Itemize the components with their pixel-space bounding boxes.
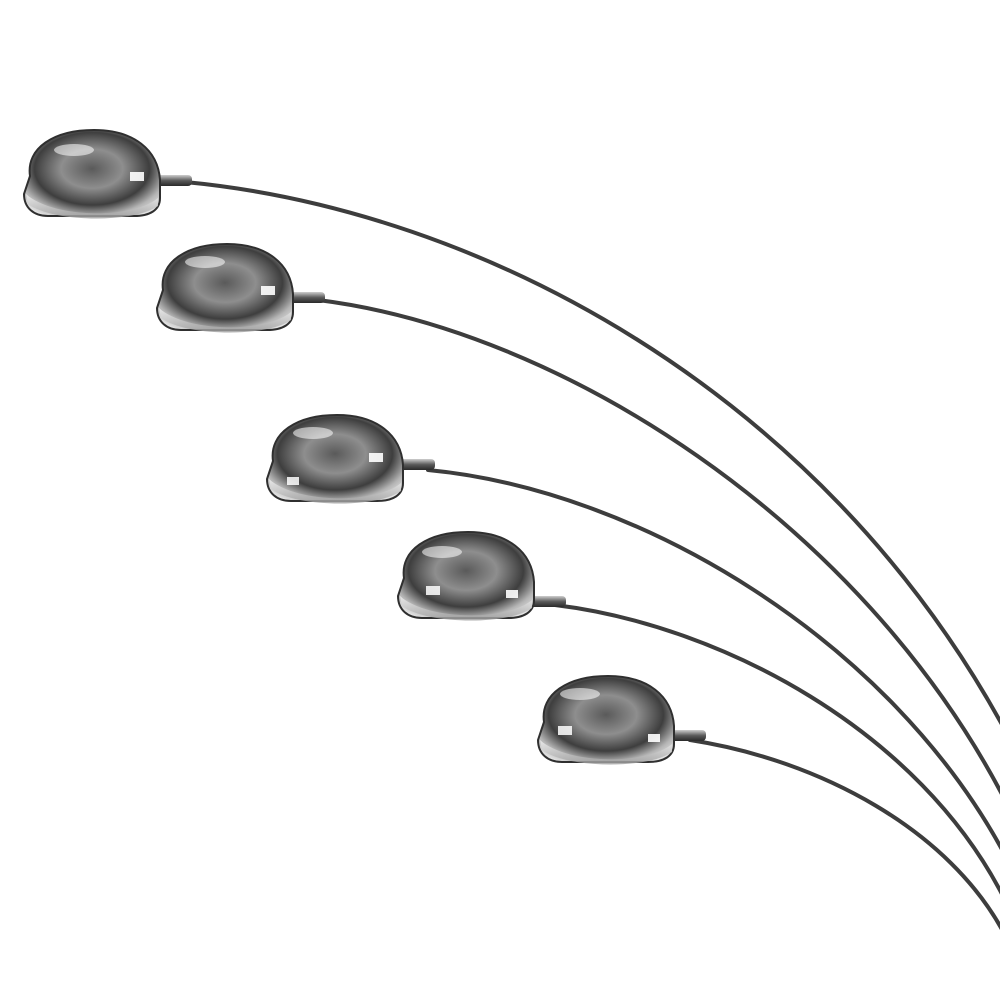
lamp-head-5 (536, 674, 706, 765)
reflection-highlight (261, 286, 275, 295)
lamp-arm-5 (688, 738, 1000, 931)
lamp-neck (154, 175, 192, 186)
reflection-highlight (369, 453, 383, 462)
lamp-rim (540, 740, 672, 765)
reflection-highlight (426, 586, 440, 595)
lamp-rim (269, 479, 401, 504)
lamp-arm-2 (316, 298, 1000, 795)
lamp-arm-4 (553, 603, 1000, 895)
lamp-rim (400, 596, 532, 621)
reflection-highlight (293, 427, 333, 439)
reflection-highlight (185, 256, 225, 268)
lamp-arm-1 (183, 180, 1000, 726)
lamp-rim (159, 308, 291, 333)
lamp-neck (287, 292, 325, 303)
lamp-shade (536, 674, 675, 763)
lamp-head-3 (265, 413, 435, 504)
lamp-neck (528, 596, 566, 607)
reflection-highlight (648, 734, 660, 742)
reflection-highlight (558, 726, 572, 735)
lamp-shade (396, 530, 535, 619)
reflection-highlight (506, 590, 518, 598)
reflection-highlight (287, 477, 299, 485)
lamp-arm-3 (426, 468, 1000, 851)
lamp-neck (668, 730, 706, 741)
lamp-rim (26, 194, 158, 219)
reflection-highlight (54, 144, 94, 156)
lamp-head-1 (22, 128, 192, 219)
reflection-highlight (422, 546, 462, 558)
lamp-head-4 (396, 530, 566, 621)
lamp-heads (22, 128, 706, 765)
lamp-arms (183, 180, 1000, 931)
reflection-highlight (560, 688, 600, 700)
reflection-highlight (130, 172, 144, 181)
lamp-head-2 (155, 242, 325, 333)
lamp-neck (397, 459, 435, 470)
